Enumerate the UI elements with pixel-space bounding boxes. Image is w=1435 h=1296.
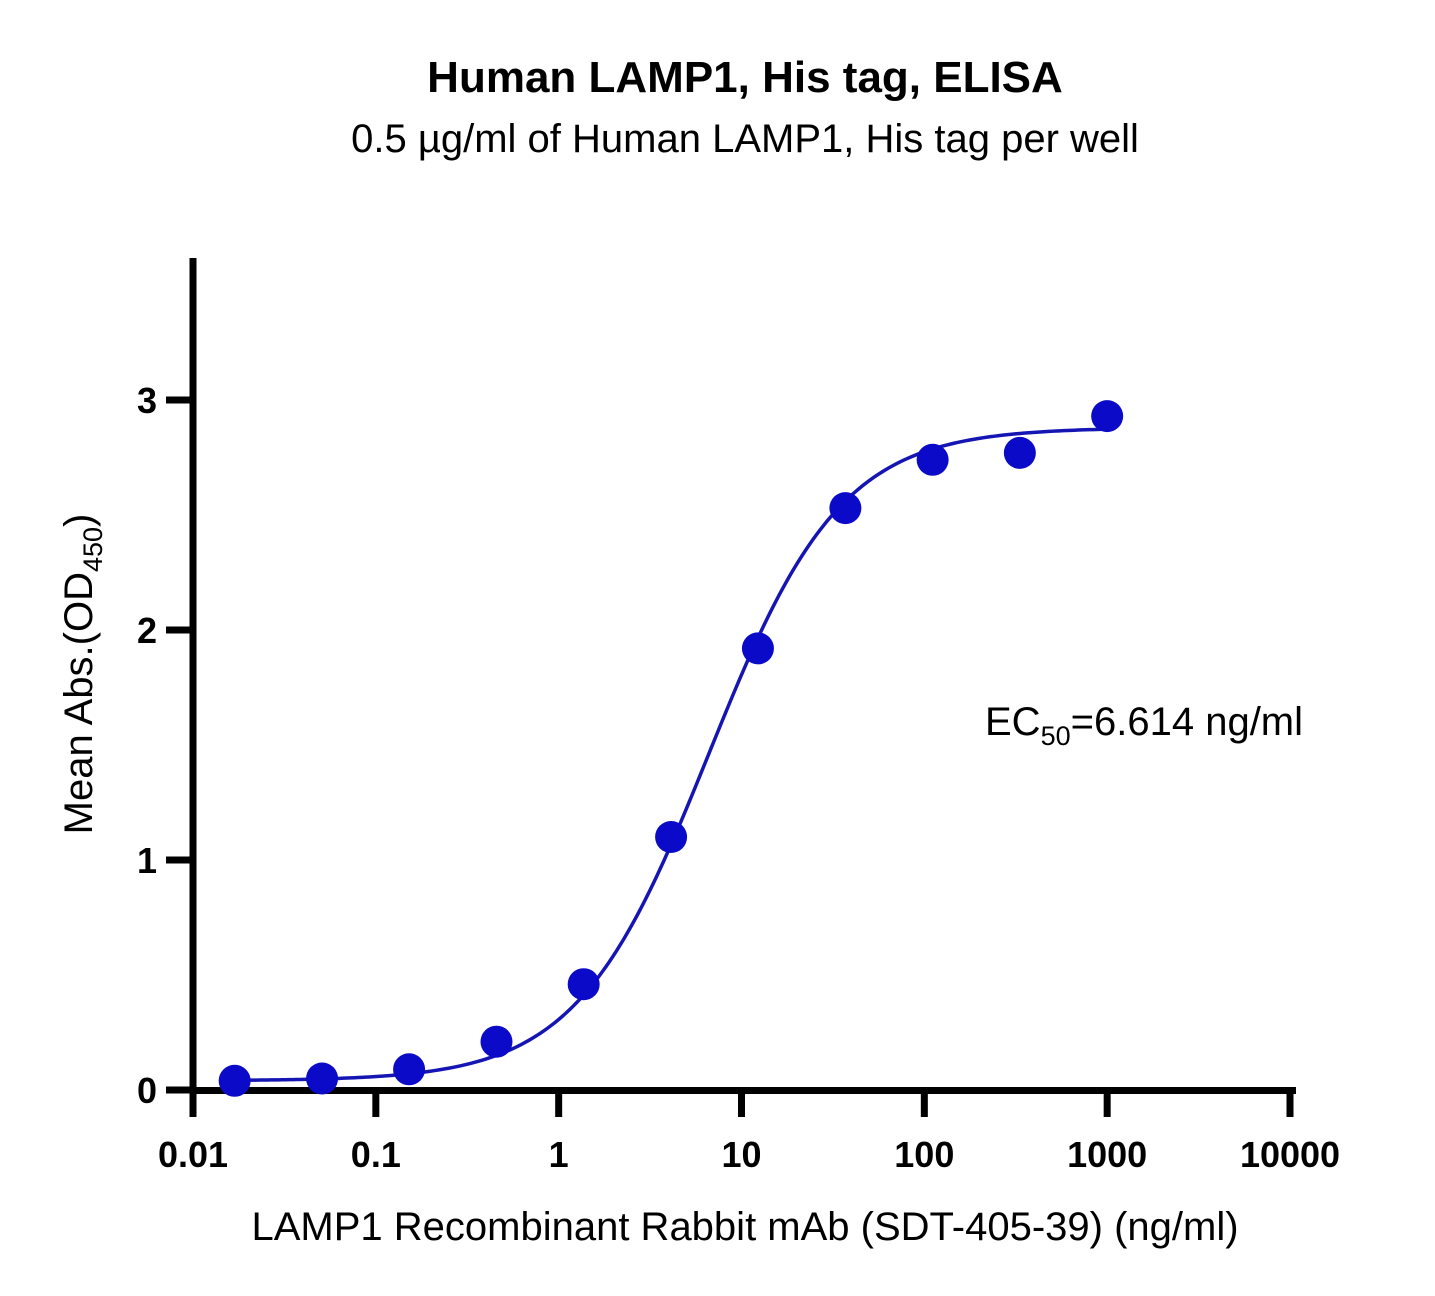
y-axis-label-main: Mean Abs.(OD (57, 572, 101, 834)
y-tick-label: 0 (137, 1070, 157, 1111)
y-tick-label: 3 (137, 380, 157, 421)
ticks: 0.01 0.1 1 10 100 1000 10000 0 1 2 3 (137, 380, 1340, 1175)
x-tick-label: 0.01 (158, 1134, 228, 1175)
x-tick-label: 100 (894, 1134, 954, 1175)
data-point (829, 492, 862, 525)
y-axis-label-close: ) (57, 514, 101, 527)
fit-curve (234, 427, 1108, 1083)
x-tick-label: 10 (721, 1134, 761, 1175)
x-tick-label: 1 (549, 1134, 569, 1175)
data-point (1091, 400, 1124, 433)
data-point (916, 443, 949, 476)
y-tick-label: 1 (137, 840, 157, 881)
y-axis-label: Mean Abs.(OD450) (57, 514, 108, 835)
x-axis-label: LAMP1 Recombinant Rabbit mAb (SDT-405-39… (251, 1205, 1238, 1249)
x-tick-label: 10000 (1240, 1134, 1340, 1175)
ec50-annotation: EC50=6.614 ng/ml (985, 700, 1303, 751)
ec50-subscript: 50 (1041, 721, 1071, 751)
x-tick-label: 0.1 (351, 1134, 401, 1175)
data-point (741, 632, 774, 665)
ec50-prefix: EC (985, 700, 1041, 744)
data-point (393, 1053, 426, 1086)
data-point (1003, 436, 1036, 469)
y-axis-label-sub: 450 (78, 527, 108, 572)
axes (189, 258, 1296, 1094)
data-points (218, 400, 1124, 1097)
ec50-value: =6.614 ng/ml (1071, 700, 1303, 744)
data-point (567, 968, 600, 1001)
data-point (480, 1025, 513, 1058)
x-tick-label: 1000 (1067, 1134, 1147, 1175)
data-point (306, 1062, 339, 1095)
data-point (218, 1064, 251, 1097)
data-point (655, 821, 688, 853)
chart-title: Human LAMP1, His tag, ELISA (427, 53, 1063, 102)
y-tick-label: 2 (137, 610, 157, 651)
chart-subtitle: 0.5 µg/ml of Human LAMP1, His tag per we… (351, 117, 1139, 161)
